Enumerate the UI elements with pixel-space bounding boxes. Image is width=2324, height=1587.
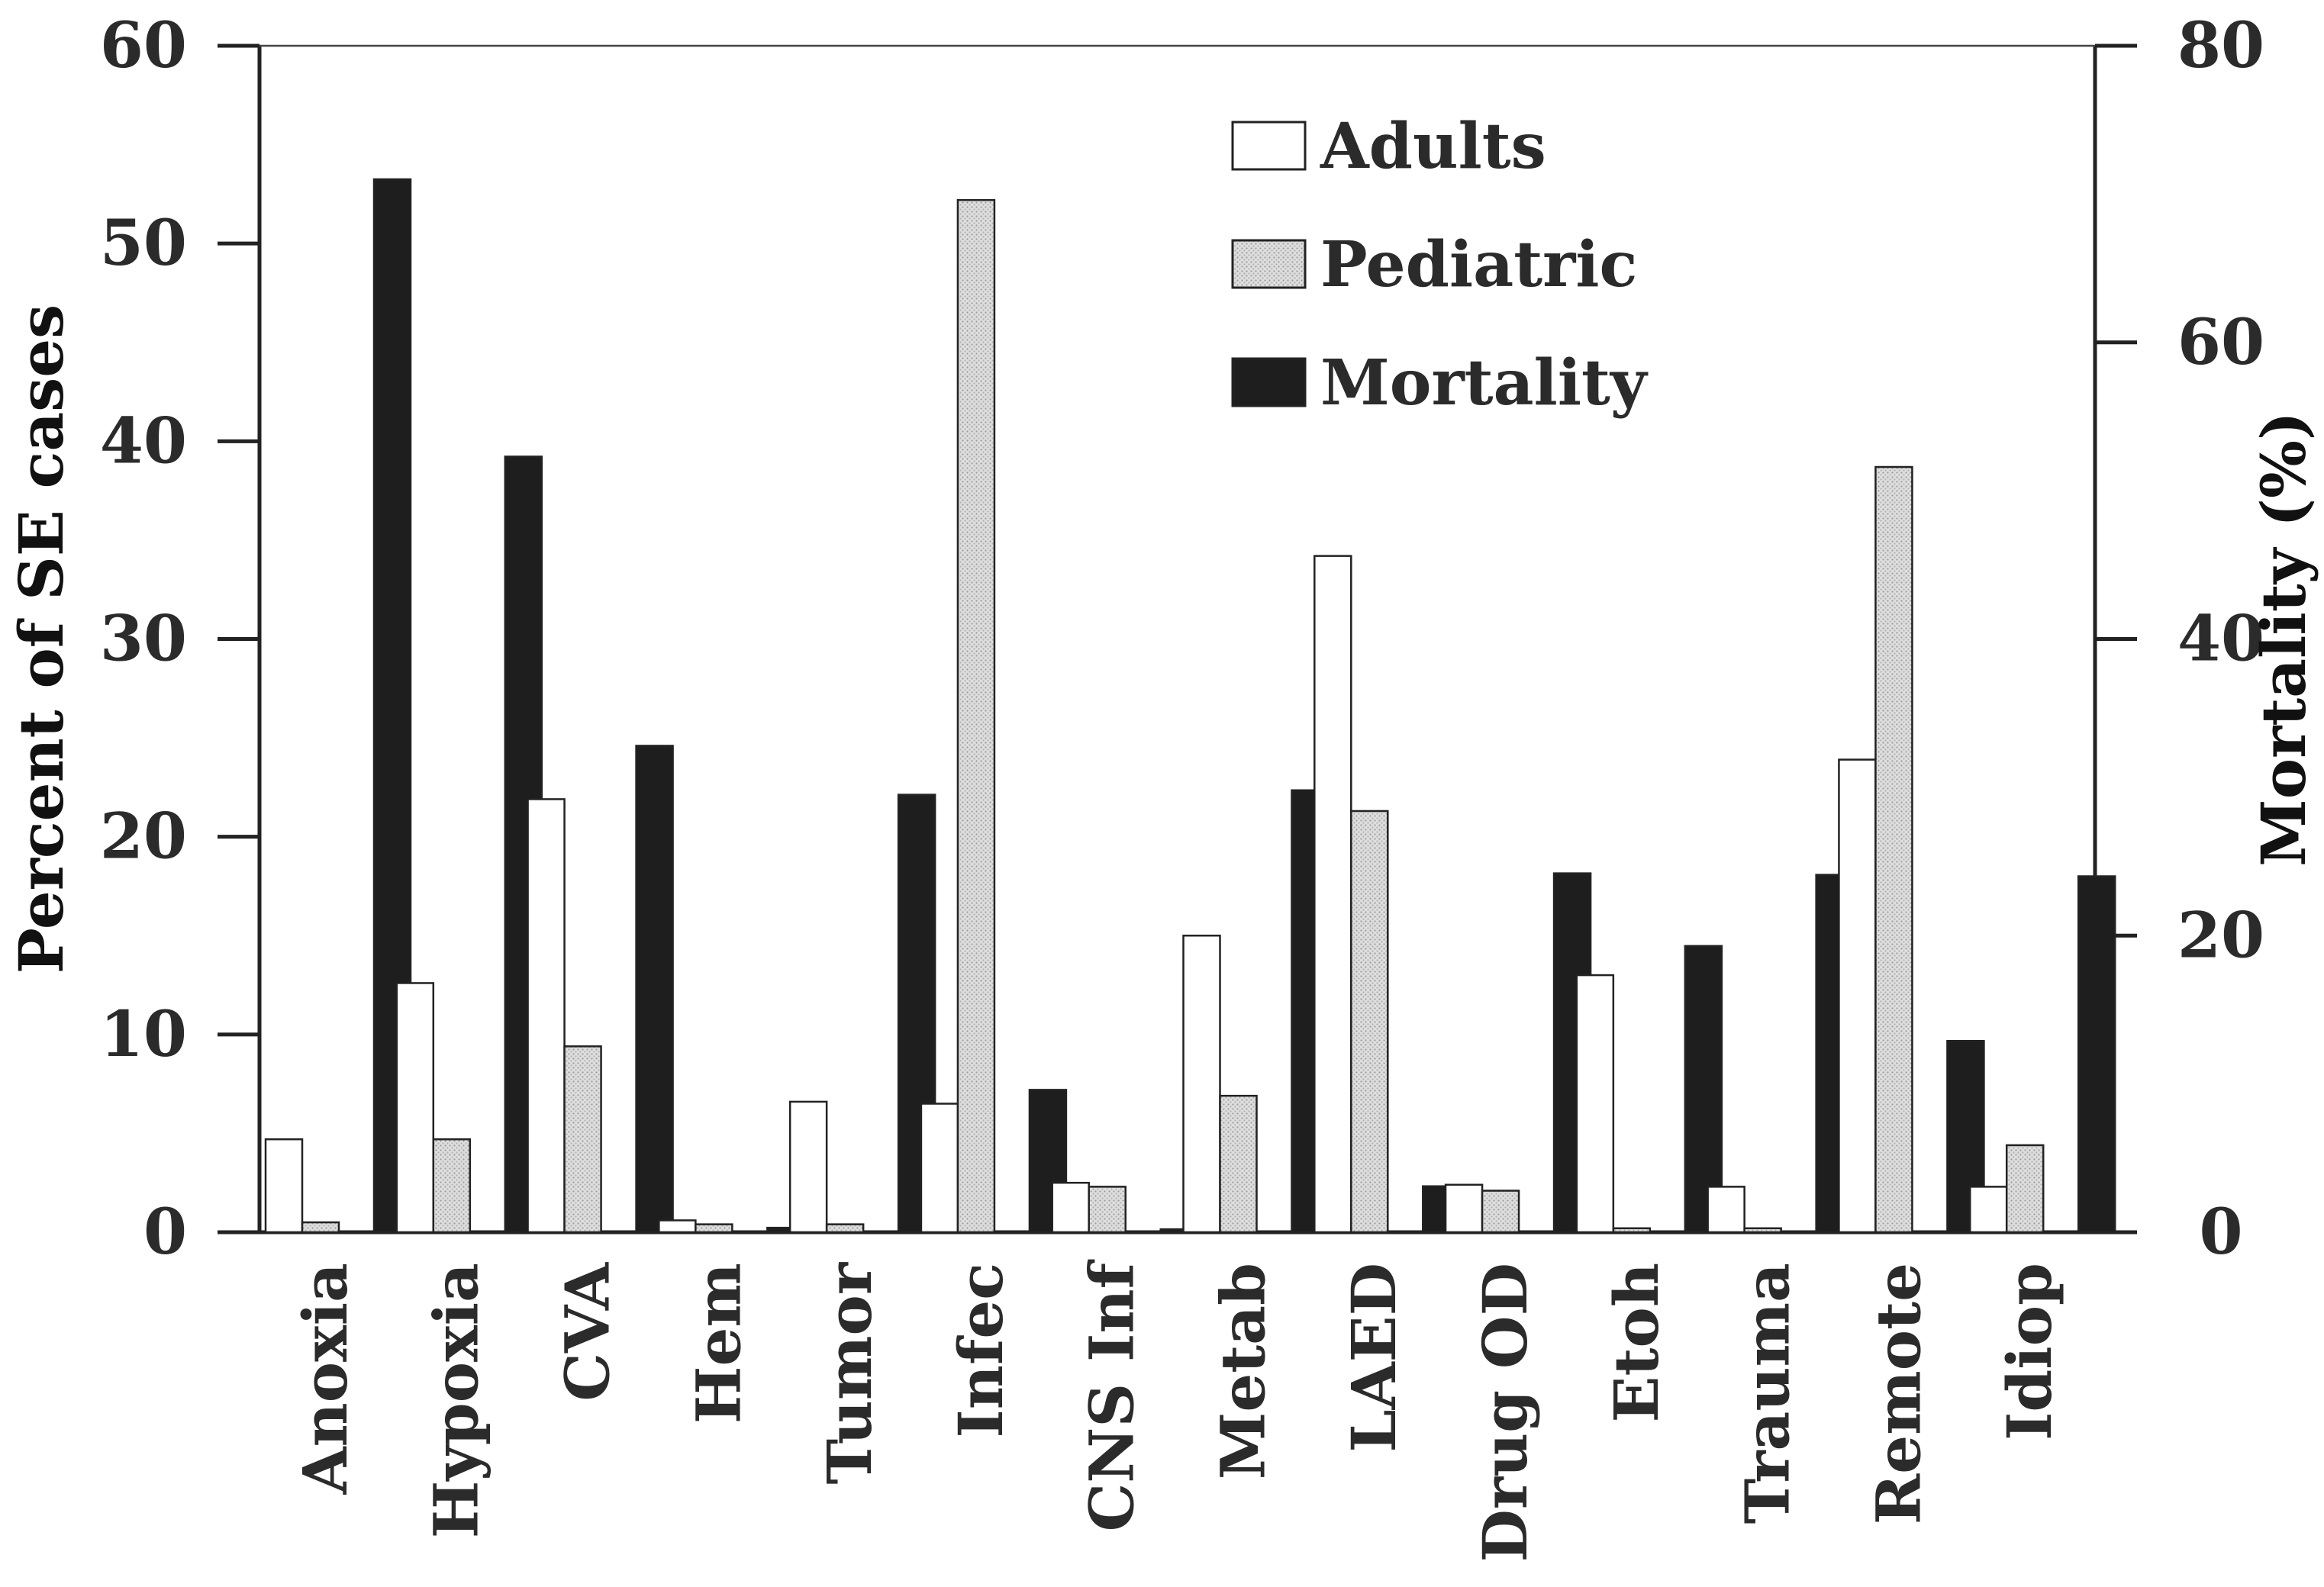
legend-label-mortality: Mortality <box>1320 346 1649 420</box>
bar-pediatric-drug-od <box>1481 1189 1520 1234</box>
y2-tick-label: 60 <box>2177 306 2264 379</box>
bar-adults-infec <box>920 1103 959 1234</box>
y-tick-label: 10 <box>100 998 187 1071</box>
bar-pediatric-metab <box>1219 1094 1258 1234</box>
y2-tick-label: 20 <box>2177 899 2264 972</box>
y-tick-label: 50 <box>100 207 187 280</box>
y2-tick-label: 40 <box>2177 603 2264 676</box>
bar-adults-anoxia <box>264 1138 304 1234</box>
x-tick-label: Infec <box>945 1263 1017 1438</box>
x-tick-label: LAED <box>1338 1263 1410 1453</box>
x-tick-label: Trauma <box>1732 1263 1803 1524</box>
y-tick-label: 30 <box>100 603 187 676</box>
bar-pediatric-tumor <box>825 1223 865 1234</box>
y2-axis-title: Mortality (%) <box>2248 411 2319 867</box>
legend-swatch-mortality <box>1231 357 1307 407</box>
x-tick-label: CNS Inf <box>1076 1259 1148 1531</box>
bar-pediatric-etoh <box>1612 1227 1652 1234</box>
bar-adults-metab <box>1182 935 1221 1234</box>
bar-pediatric-hypoxia <box>432 1138 472 1234</box>
legend-swatch-pediatric <box>1231 239 1307 289</box>
bar-adults-idiop <box>1968 1186 2008 1234</box>
bar-mortality-cva <box>635 745 674 1234</box>
bar-pediatric-idiop <box>2005 1144 2045 1234</box>
y2-tick-label: 80 <box>2177 9 2264 82</box>
bar-mortality-idiop <box>2077 875 2116 1234</box>
y-tick-label: 60 <box>100 9 187 82</box>
x-tick-label: Idiop <box>1994 1263 2065 1441</box>
bar-mortality-etoh <box>1684 945 1723 1234</box>
x-tick-label: Tumor <box>814 1262 885 1484</box>
y-tick-label: 20 <box>100 800 187 874</box>
bar-pediatric-anoxia <box>301 1221 340 1234</box>
x-tick-label: Hypoxia <box>421 1263 492 1538</box>
bar-pediatric-infec <box>956 198 996 1234</box>
x-tick-label: Remote <box>1862 1263 1934 1524</box>
bar-adults-hypoxia <box>395 982 435 1234</box>
x-tick-label: Anoxia <box>289 1263 361 1495</box>
bar-adults-drug-od <box>1444 1183 1484 1234</box>
bar-adults-remote <box>1838 758 1877 1234</box>
x-tick-label: Metab <box>1207 1263 1278 1479</box>
x-tick-label: Etoh <box>1600 1263 1672 1422</box>
bar-pediatric-trauma <box>1743 1227 1782 1234</box>
y-tick-label: 40 <box>100 404 187 478</box>
bar-mortality-tumor <box>897 794 936 1234</box>
bar-pediatric-cns-inf <box>1088 1186 1127 1234</box>
x-tick-label: Drug OD <box>1469 1263 1541 1563</box>
y-tick-label: 0 <box>143 1196 187 1269</box>
bar-adults-cns-inf <box>1051 1181 1090 1234</box>
bar-adults-tumor <box>788 1100 828 1234</box>
bar-adults-laed <box>1313 555 1352 1234</box>
x-tick-label: Hem <box>682 1263 754 1424</box>
bar-pediatric-remote <box>1874 465 1913 1234</box>
bar-pediatric-cva <box>563 1045 602 1234</box>
bar-adults-cva <box>527 798 566 1234</box>
bar-pediatric-laed <box>1350 810 1389 1234</box>
y-axis-title: Percent of SE cases <box>5 304 77 974</box>
legend-label-adults: Adults <box>1320 110 1546 183</box>
bar-pediatric-hem <box>695 1223 733 1234</box>
x-tick-label: CVA <box>551 1262 623 1402</box>
legend-swatch-adults <box>1231 121 1307 171</box>
bar-adults-etoh <box>1575 974 1615 1234</box>
legend-label-pediatric: Pediatric <box>1320 228 1637 301</box>
y2-tick-label: 0 <box>2199 1196 2242 1269</box>
bar-adults-hem <box>658 1219 697 1234</box>
bar-adults-trauma <box>1707 1186 1745 1234</box>
